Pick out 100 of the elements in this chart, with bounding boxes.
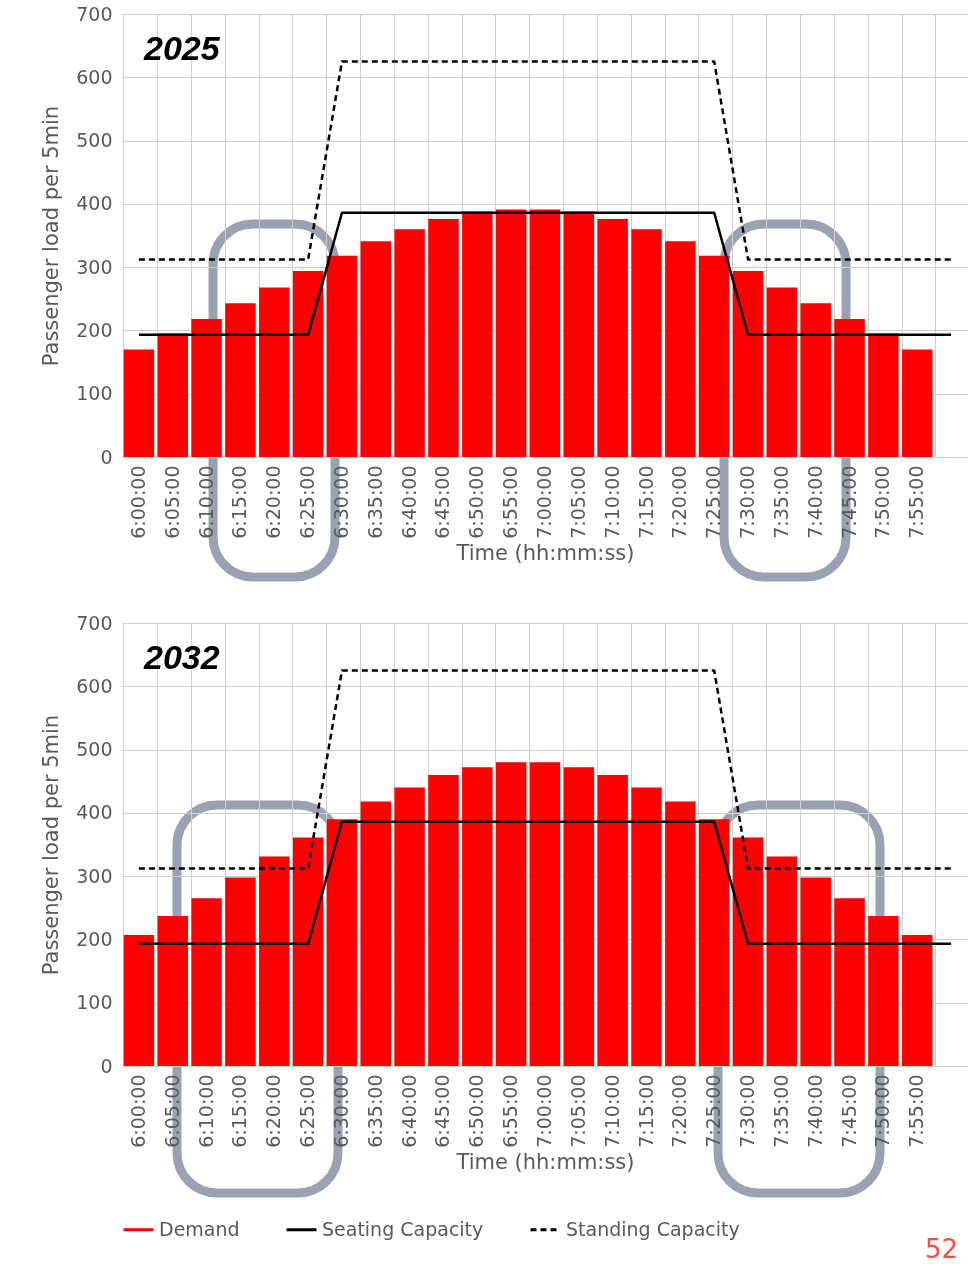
x-tick-label: 6:55:00	[499, 1074, 522, 1148]
x-tick-label: 7:45:00	[837, 1074, 860, 1148]
x-tick-label: 7:50:00	[871, 1074, 894, 1148]
x-tick-label: 6:50:00	[465, 1074, 488, 1148]
chart-title: 2032	[143, 638, 220, 676]
x-axis-title: Time (hh:mm:ss)	[455, 1149, 635, 1174]
x-tick-label: 7:55:00	[905, 465, 928, 539]
bar	[326, 819, 358, 1066]
legend-label: Standing Capacity	[566, 1217, 740, 1240]
x-tick-label: 6:10:00	[194, 465, 217, 539]
chart-title: 2025	[143, 29, 221, 67]
y-tick-label: 600	[76, 65, 113, 88]
x-tick-label: 7:40:00	[803, 1074, 826, 1148]
y-tick-label: 100	[76, 991, 113, 1014]
x-tick-label: 6:15:00	[228, 465, 251, 539]
x-tick-label: 7:55:00	[905, 1074, 928, 1148]
x-tick-label: 7:20:00	[668, 465, 691, 539]
x-tick-label: 6:05:00	[160, 1074, 183, 1148]
bar	[665, 241, 696, 457]
x-tick-label: 6:40:00	[397, 465, 420, 539]
bar	[665, 801, 696, 1066]
x-tick-label: 6:25:00	[296, 465, 319, 539]
y-tick-label: 0	[100, 445, 113, 468]
bar	[225, 877, 256, 1066]
bar	[868, 333, 899, 457]
x-axis-title: Time (hh:mm:ss)	[455, 540, 635, 565]
bar	[123, 935, 155, 1066]
bar	[834, 898, 865, 1066]
bar	[597, 219, 628, 457]
bar	[394, 787, 425, 1066]
bar	[292, 270, 324, 457]
x-tick-label: 6:15:00	[228, 1074, 251, 1148]
bar	[597, 774, 628, 1066]
x-tick-label: 6:55:00	[499, 465, 522, 539]
x-tick-label: 6:10:00	[194, 1074, 217, 1148]
bar	[902, 349, 933, 457]
x-tick-label: 7:30:00	[736, 465, 759, 539]
bar	[800, 877, 831, 1066]
x-tick-label: 6:35:00	[363, 465, 386, 539]
x-tick-label: 6:45:00	[431, 1074, 454, 1148]
x-tick-label: 7:35:00	[769, 465, 792, 539]
x-tick-label: 6:05:00	[160, 465, 183, 539]
bar	[225, 303, 256, 457]
bar	[157, 333, 188, 457]
x-tick-label: 7:45:00	[837, 465, 860, 539]
x-tick-label: 7:30:00	[736, 1074, 759, 1148]
x-tick-label: 6:00:00	[126, 1074, 149, 1148]
y-tick-label: 700	[76, 611, 113, 634]
bar	[902, 935, 933, 1066]
bar	[732, 837, 764, 1066]
bar	[766, 287, 798, 457]
bar	[428, 774, 459, 1066]
x-tick-label: 6:30:00	[329, 465, 352, 539]
bar	[631, 787, 662, 1066]
bar	[157, 916, 188, 1066]
x-tick-label: 6:40:00	[397, 1074, 420, 1148]
x-tick-label: 7:00:00	[533, 465, 555, 539]
y-tick-label: 300	[76, 255, 113, 278]
x-tick-label: 7:40:00	[803, 465, 826, 539]
y-tick-label: 600	[76, 674, 113, 697]
text: 52	[924, 1234, 958, 1264]
bar	[529, 209, 561, 457]
y-axis-title: Passenger load per 5min	[39, 714, 64, 976]
bar	[495, 762, 527, 1066]
bar	[123, 349, 155, 457]
y-tick-label: 100	[76, 382, 113, 405]
bar	[868, 916, 899, 1066]
y-tick-label: 500	[76, 129, 113, 152]
y-tick-label: 400	[76, 192, 113, 215]
bar	[360, 801, 392, 1066]
bar	[326, 255, 358, 457]
bar	[800, 303, 831, 457]
bar	[394, 229, 425, 457]
y-tick-label: 300	[76, 864, 113, 887]
bar	[360, 241, 392, 457]
x-tick-label: 7:15:00	[634, 1074, 657, 1148]
bar	[259, 856, 290, 1066]
bar	[698, 255, 730, 457]
x-tick-label: 6:50:00	[465, 465, 488, 539]
bar	[529, 762, 561, 1066]
y-tick-label: 700	[76, 2, 113, 25]
x-tick-label: 6:20:00	[262, 1074, 285, 1148]
y-tick-label: 200	[76, 318, 113, 341]
x-tick-label: 7:25:00	[702, 1074, 725, 1148]
x-tick-label: 6:45:00	[431, 465, 454, 539]
y-tick-label: 0	[100, 1054, 113, 1077]
bar	[462, 211, 493, 457]
legend-label: Demand	[159, 1217, 240, 1240]
y-tick-label: 200	[76, 927, 113, 950]
bar	[259, 287, 290, 457]
bar	[631, 229, 662, 457]
bar	[428, 219, 459, 457]
legend-label: Seating Capacity	[322, 1217, 484, 1240]
x-tick-label: 6:25:00	[296, 1074, 319, 1148]
x-tick-label: 6:00:00	[126, 465, 149, 539]
x-tick-label: 6:30:00	[329, 1074, 352, 1148]
bar	[191, 898, 222, 1066]
bar	[766, 856, 798, 1066]
y-tick-label: 500	[76, 738, 113, 761]
y-axis-title: Passenger load per 5min	[39, 105, 64, 367]
